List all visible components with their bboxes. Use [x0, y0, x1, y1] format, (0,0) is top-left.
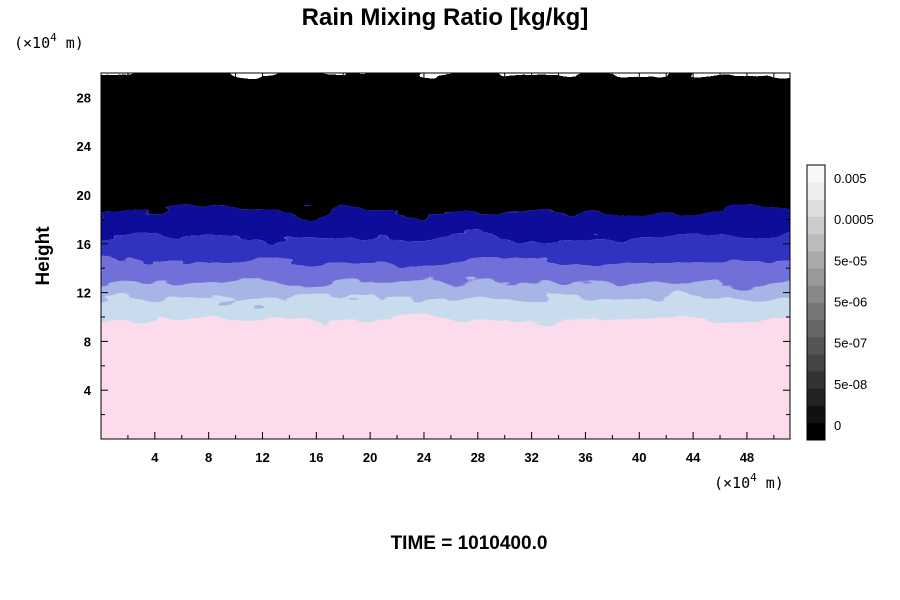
- y-tick-label: 12: [77, 286, 91, 301]
- colorbar-swatch: [807, 199, 825, 217]
- heatmap-band: [101, 262, 790, 283]
- heatmap-band: [101, 319, 790, 439]
- colorbar-swatch: [807, 319, 825, 338]
- colorbar-swatch: [807, 268, 825, 286]
- colorbar-swatch: [807, 250, 825, 269]
- x-tick-label: 8: [205, 450, 212, 465]
- y-tick-label: 8: [84, 334, 91, 349]
- colorbar-swatch: [807, 216, 825, 235]
- plot-area: [101, 73, 790, 439]
- y-ticks: 4 8 12 16 20 24 28: [77, 72, 790, 416]
- y-tick-label: 24: [77, 139, 92, 154]
- colorbar-label: 0: [834, 418, 841, 433]
- colorbar-swatch: [807, 388, 825, 407]
- y-tick-label: 20: [77, 188, 91, 203]
- x-tick-label: 28: [471, 450, 485, 465]
- y-tick-label: 28: [77, 90, 91, 105]
- x-tick-label: 20: [363, 450, 377, 465]
- colorbar-swatch: [807, 336, 825, 355]
- heatmap-band: [101, 73, 790, 213]
- colorbar-label: 5e-06: [834, 295, 867, 310]
- y-tick-label: 16: [77, 237, 91, 252]
- x-tick-label: 40: [632, 450, 646, 465]
- x-tick-label: 48: [740, 450, 754, 465]
- colorbar-swatch: [807, 302, 825, 321]
- colorbar-frame: [806, 164, 826, 441]
- y-axis-unit: (×104 m): [14, 31, 84, 52]
- x-tick-label: 16: [309, 450, 323, 465]
- plot-frame: [100, 72, 791, 440]
- chart-title: Rain Mixing Ratio [kg/kg]: [302, 4, 589, 31]
- colorbar-swatch: [807, 371, 825, 389]
- x-axis-unit: (×104 m): [714, 471, 784, 492]
- y-axis-label: Height: [33, 226, 54, 286]
- colorbar-swatch: [807, 233, 825, 252]
- x-tick-label: 12: [255, 450, 269, 465]
- colorbar: 0.005 0.0005 5e-05 5e-06 5e-07 5e-08 0: [806, 164, 874, 441]
- colorbar-swatch: [807, 405, 825, 424]
- heatmap-band: [101, 298, 790, 320]
- colorbar-swatch: [807, 182, 825, 200]
- y-tick-label: 4: [84, 383, 92, 398]
- colorbar-label: 5e-05: [834, 253, 867, 268]
- x-tick-label: 24: [417, 450, 432, 465]
- colorbar-label: 5e-07: [834, 336, 867, 351]
- x-tick-label: 44: [686, 450, 701, 465]
- x-tick-label: 36: [578, 450, 592, 465]
- colorbar-label: 0.0005: [834, 212, 874, 227]
- colorbar-swatch: [807, 422, 825, 441]
- colorbar-swatch: [807, 165, 825, 183]
- colorbar-swatch: [807, 285, 825, 303]
- x-tick-label: 32: [524, 450, 538, 465]
- time-label: TIME = 1010400.0: [391, 533, 548, 554]
- heatmap-band: [101, 237, 790, 263]
- x-ticks: 4 8 12 16 20 24 28 32 36 40 44 48: [127, 73, 775, 465]
- colorbar-label: 0.005: [834, 171, 867, 186]
- colorbar-swatch: [807, 354, 825, 372]
- heatmap-band: [101, 212, 790, 238]
- heatmap-band: [101, 282, 790, 299]
- colorbar-label: 5e-08: [834, 377, 867, 392]
- x-tick-label: 4: [151, 450, 159, 465]
